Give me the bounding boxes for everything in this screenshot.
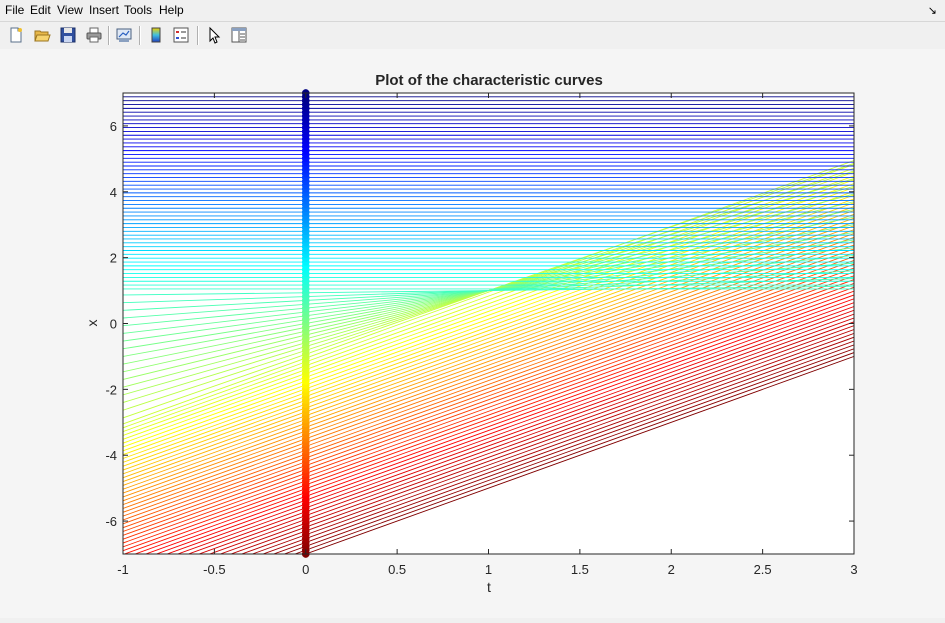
characteristic-line [123, 267, 854, 532]
y-tick-label: -6 [105, 514, 117, 529]
characteristic-line [123, 263, 854, 529]
x-tick-label: -0.5 [203, 562, 225, 577]
characteristic-line [123, 248, 854, 513]
characteristic-line [229, 329, 854, 554]
x-tick-label: -1 [117, 562, 129, 577]
menu-help[interactable]: Help [159, 3, 184, 17]
characteristic-line [272, 344, 854, 554]
menu-insert[interactable]: Insert [89, 3, 120, 17]
toolbar-separator [197, 26, 199, 45]
menu-view[interactable]: View [57, 3, 83, 17]
x-tick-label: 1 [485, 562, 492, 577]
y-tick-label: 6 [110, 119, 117, 134]
characteristic-line [261, 340, 854, 554]
chart-title: Plot of the characteristic curves [375, 72, 603, 89]
characteristic-line [123, 279, 854, 544]
x-axis-label: t [487, 579, 491, 595]
save-icon[interactable] [59, 26, 77, 44]
y-tick-label: 2 [110, 251, 117, 266]
characteristic-line [283, 348, 854, 554]
characteristic-line [165, 306, 854, 554]
characteristic-line [240, 332, 854, 554]
characteristic-line [123, 271, 854, 536]
characteristic-line [123, 252, 854, 517]
characteristic-line [123, 283, 854, 548]
characteristic-line [133, 294, 854, 554]
property-editor-icon[interactable] [230, 26, 248, 44]
y-axis-label: x [84, 320, 100, 327]
x-axis: -1 -0.5 0 0.5 1 1.5 2 2.5 3 [117, 93, 858, 577]
characteristic-line [123, 290, 854, 554]
characteristic-line [123, 275, 854, 540]
y-tick-label: 0 [110, 317, 117, 332]
characteristic-curves [123, 93, 854, 554]
dock-figure-icon[interactable]: ↘ [927, 5, 937, 17]
characteristic-line [251, 336, 854, 554]
x-tick-label: 2 [668, 562, 675, 577]
y-tick-label: -2 [105, 382, 117, 397]
chart[interactable]: -1 -0.5 0 0.5 1 1.5 2 2.5 3 -6 -4 -2 0 2 4 6 Plot of t… [0, 49, 945, 618]
y-axis: -6 -4 -2 0 2 4 6 [105, 119, 854, 529]
menu-bar: File Edit View Insert Tools Help ↘ [0, 0, 945, 21]
y-tick-label: 4 [110, 185, 117, 200]
characteristic-line [197, 317, 854, 554]
menu-file[interactable]: File [5, 3, 25, 17]
new-figure-icon[interactable] [7, 26, 25, 44]
x-tick-label: 3 [850, 562, 857, 577]
figure-toolbar [0, 21, 945, 50]
colorbar-icon[interactable] [147, 26, 165, 44]
characteristic-line [123, 286, 854, 552]
characteristic-line [123, 259, 854, 525]
menu-edit[interactable]: Edit [30, 3, 51, 17]
characteristic-line [219, 325, 854, 554]
characteristic-line [293, 352, 854, 554]
pointer-icon[interactable] [205, 26, 223, 44]
toolbar-separator [139, 26, 141, 45]
x-tick-label: 2.5 [754, 562, 772, 577]
print-icon[interactable] [85, 26, 103, 44]
open-file-icon[interactable] [33, 26, 51, 44]
legend-icon[interactable] [172, 26, 190, 44]
x-tick-label: 1.5 [571, 562, 589, 577]
toolbar-separator [108, 26, 110, 45]
characteristic-line [123, 256, 854, 521]
x-tick-label: 0.5 [388, 562, 406, 577]
y-tick-label: -4 [105, 448, 117, 463]
characteristic-line [176, 309, 854, 554]
characteristic-line [208, 321, 854, 554]
characteristic-line [155, 302, 854, 554]
link-plot-icon[interactable] [115, 26, 133, 44]
characteristic-line [144, 298, 854, 554]
figure-canvas: -1 -0.5 0 0.5 1 1.5 2 2.5 3 -6 -4 -2 0 2 4 6 Plot of t… [0, 49, 945, 618]
menu-tools[interactable]: Tools [124, 3, 153, 17]
characteristic-line [187, 313, 854, 554]
initial-points [301, 89, 310, 558]
characteristic-line [123, 285, 854, 296]
characteristic-line [304, 356, 854, 554]
x-tick-label: 0 [302, 562, 309, 577]
